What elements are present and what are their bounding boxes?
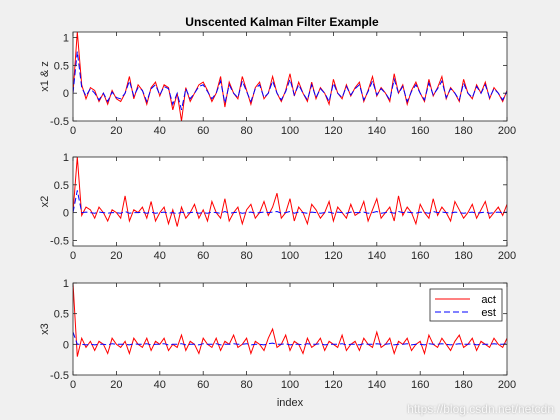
x-tick-label: 100 <box>281 379 299 391</box>
y-tick-label: -0.5 <box>50 116 69 128</box>
x-tick-label: 120 <box>324 250 342 262</box>
x-tick-label: 200 <box>498 250 516 262</box>
x-tick-label: 40 <box>154 250 166 262</box>
x-tick-label: 100 <box>281 125 299 137</box>
figure-title: Unscented Kalman Filter Example <box>185 15 379 29</box>
plot-area <box>73 157 507 246</box>
y-tick-label: 0 <box>63 339 69 351</box>
x-tick-label: 160 <box>411 250 429 262</box>
y-axis-label: x2 <box>39 196 51 208</box>
legend-label-act: act <box>481 294 496 306</box>
subplot-3: 0 20 40 60 80 100 120 140 160 180 200-0.500.51x3ac… <box>39 278 516 391</box>
legend-box <box>429 288 503 322</box>
y-tick-label: -0.5 <box>50 370 69 382</box>
series-line-act <box>73 283 507 357</box>
x-tick-label: 160 <box>411 125 429 137</box>
x-tick-label: 60 <box>197 250 209 262</box>
x-tick-label: 140 <box>368 125 386 137</box>
x-tick-label: 40 <box>154 379 166 391</box>
x-tick-label: 80 <box>240 250 252 262</box>
x-tick-label: 160 <box>411 379 429 391</box>
x-axis-label: index <box>277 397 304 409</box>
x-tick-label: 180 <box>454 379 472 391</box>
x-tick-label: 0 <box>70 379 76 391</box>
x-tick-label: 200 <box>498 379 516 391</box>
y-tick-label: 1 <box>63 33 69 45</box>
x-tick-label: 140 <box>368 250 386 262</box>
x-tick-label: 80 <box>240 125 252 137</box>
x-tick-label: 80 <box>240 379 252 391</box>
y-tick-label: 0 <box>63 208 69 220</box>
x-tick-label: 0 <box>70 125 76 137</box>
watermark: https://blog.csdn.net/netcdn <box>407 402 554 416</box>
y-tick-label: 1 <box>63 152 69 164</box>
y-tick-label: -0.5 <box>50 235 69 247</box>
x-tick-label: 60 <box>197 379 209 391</box>
x-tick-label: 0 <box>70 250 76 262</box>
series-line-est <box>73 51 507 111</box>
x-tick-label: 140 <box>368 379 386 391</box>
x-tick-label: 200 <box>498 125 516 137</box>
y-tick-label: 0.5 <box>54 180 69 192</box>
x-tick-label: 180 <box>454 125 472 137</box>
x-tick-label: 120 <box>324 379 342 391</box>
y-axis-label: x3 <box>39 323 51 335</box>
x-tick-label: 20 <box>110 250 122 262</box>
y-tick-label: 0.5 <box>54 60 69 72</box>
x-tick-label: 20 <box>110 379 122 391</box>
x-tick-label: 120 <box>324 125 342 137</box>
x-tick-label: 20 <box>110 125 122 137</box>
x-tick-label: 100 <box>281 250 299 262</box>
legend-label-est: est <box>481 307 496 319</box>
y-tick-label: 1 <box>63 278 69 290</box>
series-line-act <box>73 157 507 227</box>
y-axis-label: x1 & z <box>39 61 51 92</box>
y-tick-label: 0 <box>63 88 69 100</box>
x-tick-label: 40 <box>154 125 166 137</box>
series-line-act <box>73 32 507 121</box>
series-line-est <box>73 331 507 346</box>
x-tick-label: 60 <box>197 125 209 137</box>
y-tick-label: 0.5 <box>54 309 69 321</box>
plot-area <box>73 32 507 121</box>
x-tick-label: 180 <box>454 250 472 262</box>
series-line-est <box>73 190 507 215</box>
